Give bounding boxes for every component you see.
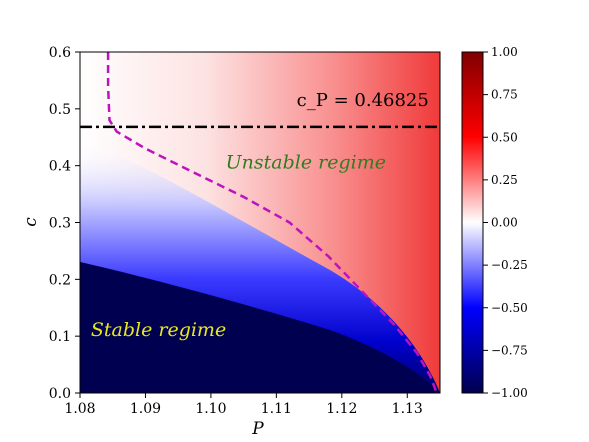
stable-regime-label: Stable regime xyxy=(91,319,226,341)
colorbar-tick-label: 0.50 xyxy=(491,130,518,144)
y-tick-label: 0.6 xyxy=(49,45,71,61)
x-axis-label: P xyxy=(251,419,264,439)
colorbar-tick-label: −0.75 xyxy=(491,343,528,357)
x-tick-label: 1.10 xyxy=(195,401,226,417)
x-tick-label: 1.12 xyxy=(326,401,357,417)
y-tick-label: 0.3 xyxy=(49,216,71,232)
y-tick-label: 0.4 xyxy=(49,159,71,175)
cp-annotation: c_P = 0.46825 xyxy=(297,90,429,111)
colorbar xyxy=(461,51,484,394)
x-tick-label: 1.13 xyxy=(392,401,423,417)
heatmap-field xyxy=(80,52,440,393)
colorbar-tick-label: −0.50 xyxy=(491,301,528,315)
boundary-dashed-line xyxy=(106,52,438,393)
y-tick-label: 0.1 xyxy=(49,329,71,345)
colorbar-tick-label: 0.75 xyxy=(491,88,518,102)
x-tick-label: 1.11 xyxy=(261,401,292,417)
y-tick-label: 0.5 xyxy=(49,102,71,118)
y-axis-label: c xyxy=(21,217,41,227)
colorbar-tick-label: −1.00 xyxy=(491,386,528,400)
y-tick-label: 0.0 xyxy=(49,386,71,402)
heatmap-stable-region xyxy=(80,262,440,393)
y-tick-label: 0.2 xyxy=(49,272,71,288)
colorbar-tick-label: 0.25 xyxy=(491,173,518,187)
colorbar-tick-label: 0.00 xyxy=(491,216,518,230)
unstable-regime-label: Unstable regime xyxy=(226,152,386,174)
x-tick-label: 1.08 xyxy=(64,401,95,417)
colorbar-tick-label: 1.00 xyxy=(491,45,518,59)
colorbar-tick-label: −0.25 xyxy=(491,258,528,272)
x-tick-label: 1.09 xyxy=(130,401,161,417)
